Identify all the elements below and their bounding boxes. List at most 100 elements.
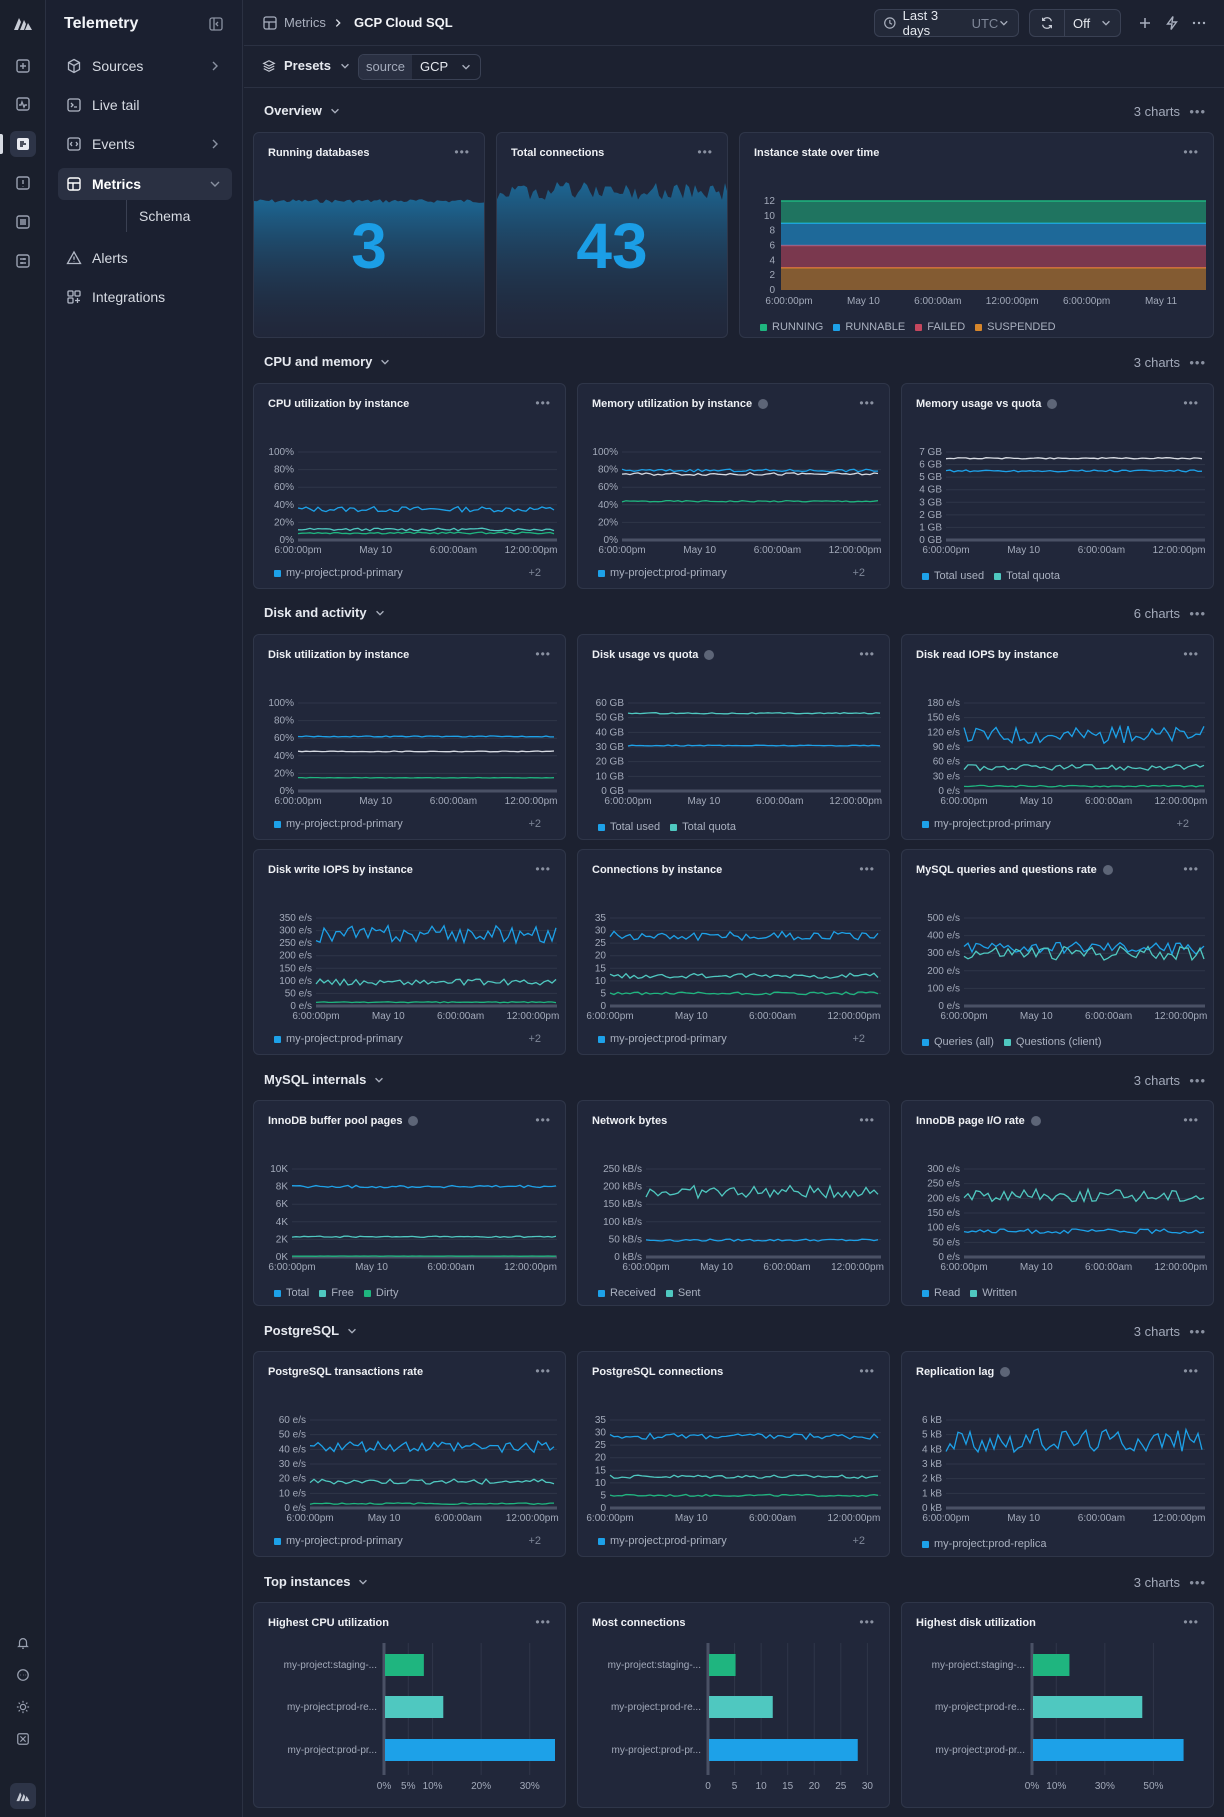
- legend-item[interactable]: FAILED: [915, 321, 965, 333]
- chart-menu-icon[interactable]: •••: [535, 1113, 551, 1127]
- nav-item-events[interactable]: Events: [58, 128, 232, 160]
- legend-more-count[interactable]: +2: [852, 1033, 865, 1045]
- nav-item-sources[interactable]: Sources: [58, 50, 232, 82]
- legend-item[interactable]: Questions (client): [1003, 1036, 1102, 1048]
- legend-item[interactable]: my-project:prod-primary: [598, 1033, 727, 1045]
- section-title[interactable]: CPU and memory: [264, 354, 391, 369]
- chart-menu-icon[interactable]: •••: [535, 1364, 551, 1378]
- nav-item-live-tail[interactable]: Live tail: [58, 89, 232, 121]
- sun-icon[interactable]: [13, 1697, 33, 1717]
- chart-menu-icon[interactable]: •••: [535, 396, 551, 410]
- info-icon[interactable]: [408, 1116, 419, 1126]
- chart-menu-icon[interactable]: •••: [1183, 647, 1199, 661]
- breadcrumb-parent[interactable]: Metrics: [284, 15, 326, 30]
- chart-menu-icon[interactable]: •••: [535, 862, 551, 876]
- section-title[interactable]: Top instances: [264, 1574, 369, 1589]
- sidebar-collapse-icon[interactable]: [208, 16, 224, 32]
- legend-item[interactable]: Total quota: [994, 570, 1060, 582]
- chart-menu-icon[interactable]: •••: [859, 1113, 875, 1127]
- more-icon[interactable]: •••: [1189, 1575, 1206, 1590]
- legend-more-count[interactable]: +2: [528, 1535, 541, 1547]
- legend-item[interactable]: my-project:prod-primary: [598, 1535, 727, 1547]
- more-icon[interactable]: [1191, 15, 1207, 31]
- telemetry-icon[interactable]: [10, 131, 36, 157]
- legend-item[interactable]: Received: [598, 1287, 656, 1299]
- bar[interactable]: [385, 1654, 424, 1676]
- legend-item[interactable]: my-project:prod-replica: [922, 1538, 1046, 1550]
- legend-more-count[interactable]: +2: [528, 1033, 541, 1045]
- legend-item[interactable]: Queries (all): [922, 1036, 994, 1048]
- info-icon[interactable]: [704, 650, 715, 660]
- legend-more-count[interactable]: +2: [1176, 818, 1189, 830]
- legend-item[interactable]: Dirty: [363, 1287, 398, 1299]
- info-icon[interactable]: [1000, 1367, 1011, 1377]
- legend-item[interactable]: my-project:prod-primary: [598, 567, 727, 579]
- incident-icon[interactable]: [10, 170, 36, 196]
- bar[interactable]: [1033, 1739, 1184, 1761]
- more-icon[interactable]: •••: [1189, 104, 1206, 119]
- bar[interactable]: [1033, 1654, 1070, 1676]
- legend-more-count[interactable]: +2: [528, 818, 541, 830]
- status-page-icon[interactable]: [10, 209, 36, 235]
- section-title[interactable]: Disk and activity: [264, 605, 386, 620]
- chart-menu-icon[interactable]: •••: [859, 647, 875, 661]
- legend-item[interactable]: RUNNABLE: [833, 321, 905, 333]
- chart-menu-icon[interactable]: •••: [1183, 1615, 1199, 1629]
- section-title[interactable]: PostgreSQL: [264, 1323, 358, 1338]
- legend-more-count[interactable]: +2: [528, 567, 541, 579]
- legend-item[interactable]: my-project:prod-primary: [274, 567, 403, 579]
- chart-menu-icon[interactable]: •••: [859, 862, 875, 876]
- legend-item[interactable]: my-project:prod-primary: [274, 818, 403, 830]
- more-icon[interactable]: •••: [1189, 606, 1206, 621]
- chart-menu-icon[interactable]: •••: [1183, 1364, 1199, 1378]
- bar[interactable]: [709, 1654, 736, 1676]
- legend-item[interactable]: Free: [319, 1287, 354, 1299]
- info-icon[interactable]: [758, 399, 769, 409]
- legend-item[interactable]: my-project:prod-primary: [274, 1535, 403, 1547]
- chart-menu-icon[interactable]: •••: [1183, 862, 1199, 876]
- bell-icon[interactable]: [13, 1633, 33, 1653]
- auto-refresh-select[interactable]: Off: [1064, 9, 1121, 37]
- legend-item[interactable]: Written: [970, 1287, 1017, 1299]
- nav-item-integrations[interactable]: Integrations: [58, 281, 232, 313]
- more-icon[interactable]: •••: [1189, 1324, 1206, 1339]
- legend-item[interactable]: Read: [922, 1287, 960, 1299]
- legend-item[interactable]: my-project:prod-primary: [274, 1033, 403, 1045]
- chart-menu-icon[interactable]: •••: [859, 1364, 875, 1378]
- info-icon[interactable]: [1047, 399, 1058, 409]
- more-icon[interactable]: •••: [1189, 355, 1206, 370]
- settings-list-icon[interactable]: [10, 248, 36, 274]
- chart-menu-icon[interactable]: •••: [697, 145, 713, 159]
- chart-menu-icon[interactable]: •••: [1183, 1113, 1199, 1127]
- chart-menu-icon[interactable]: •••: [454, 145, 470, 159]
- legend-item[interactable]: SUSPENDED: [975, 321, 1056, 333]
- apps-grid-icon[interactable]: [13, 1729, 33, 1749]
- legend-item[interactable]: Total quota: [670, 821, 736, 833]
- info-icon[interactable]: [1030, 1116, 1041, 1126]
- chat-icon[interactable]: [13, 1665, 33, 1685]
- chart-menu-icon[interactable]: •••: [1183, 396, 1199, 410]
- chart-menu-icon[interactable]: •••: [1183, 145, 1199, 159]
- plus-icon[interactable]: [1137, 15, 1153, 31]
- legend-item[interactable]: my-project:prod-primary: [922, 818, 1051, 830]
- bar[interactable]: [709, 1696, 773, 1718]
- info-icon[interactable]: [1102, 865, 1113, 875]
- telemetry-logo-icon[interactable]: [12, 14, 34, 32]
- bar[interactable]: [1033, 1696, 1143, 1718]
- chart-menu-icon[interactable]: •••: [859, 396, 875, 410]
- legend-item[interactable]: Total: [274, 1287, 309, 1299]
- more-icon[interactable]: •••: [1189, 1073, 1206, 1088]
- activity-icon[interactable]: [10, 91, 36, 117]
- workspace-avatar[interactable]: [10, 1783, 36, 1809]
- source-filter-value[interactable]: GCP: [412, 55, 480, 79]
- legend-item[interactable]: Sent: [665, 1287, 701, 1299]
- legend-more-count[interactable]: +2: [852, 1535, 865, 1547]
- bar[interactable]: [385, 1739, 555, 1761]
- nav-item-alerts[interactable]: Alerts: [58, 242, 232, 274]
- bar[interactable]: [385, 1696, 444, 1718]
- add-panel-icon[interactable]: [10, 53, 36, 79]
- section-title[interactable]: MySQL internals: [264, 1072, 385, 1087]
- bar[interactable]: [709, 1739, 858, 1761]
- chart-menu-icon[interactable]: •••: [535, 1615, 551, 1629]
- lightning-icon[interactable]: [1164, 15, 1180, 31]
